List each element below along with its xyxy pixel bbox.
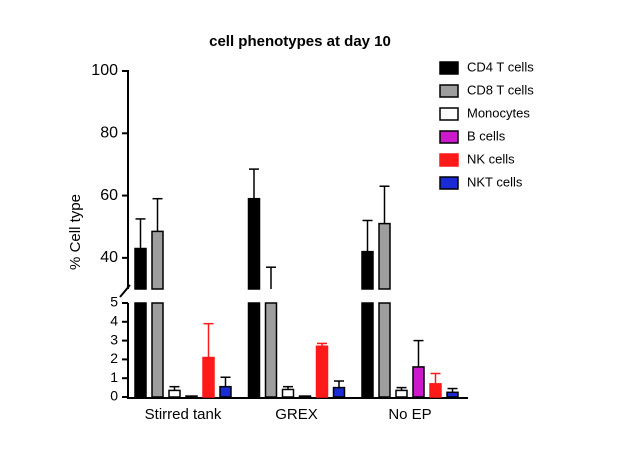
bar: [298, 395, 312, 398]
error-bar: [413, 339, 424, 367]
bar: [219, 385, 232, 398]
y-tick-label: 100: [91, 62, 118, 79]
bar: [134, 247, 147, 290]
legend-swatch: [439, 130, 459, 144]
bar: [247, 197, 261, 290]
y-tick-label: 80: [100, 125, 118, 142]
x-tick-label: Stirred tank: [145, 406, 222, 423]
axis-break: [119, 284, 131, 298]
error-bar: [220, 376, 231, 387]
bar: [151, 302, 164, 398]
y-tick-label: 2: [110, 350, 118, 366]
bar: [378, 222, 391, 290]
bar: [281, 388, 295, 398]
legend-label: Monocytes: [467, 105, 530, 120]
bar: [361, 302, 374, 398]
bar: [361, 250, 374, 290]
bar: [134, 302, 147, 398]
y-tick-label: 3: [110, 331, 118, 347]
error-bar: [135, 218, 146, 249]
legend-swatch: [439, 84, 459, 98]
legend-swatch: [439, 61, 459, 75]
legend-label: CD8 T cells: [467, 82, 534, 97]
error-bar: [249, 168, 259, 199]
bar: [185, 395, 198, 398]
y-tick-label: 5: [110, 294, 118, 310]
y-tick-label: 4: [110, 313, 118, 329]
legend-label: CD4 T cells: [467, 59, 534, 74]
error-bar: [266, 266, 276, 289]
bar: [429, 383, 442, 398]
legend-swatch: [439, 153, 459, 167]
bar: [332, 386, 346, 398]
y-tick-label: 60: [100, 187, 118, 204]
x-tick-label: No EP: [388, 406, 431, 423]
y-tick-label: 40: [100, 249, 118, 266]
bar: [202, 356, 215, 398]
error-bar: [334, 380, 344, 388]
bar: [247, 302, 261, 398]
error-bar: [152, 197, 163, 232]
legend-label: NK cells: [467, 151, 515, 166]
bar: [315, 345, 329, 398]
y-tick-label: 1: [110, 369, 118, 385]
bar: [395, 389, 408, 398]
error-bar: [362, 219, 373, 252]
bar: [168, 389, 181, 398]
legend-swatch: [439, 176, 459, 190]
chart-title: cell phenotypes at day 10: [209, 33, 391, 50]
bar: [446, 391, 459, 398]
bar: [378, 302, 391, 398]
x-tick-label: GREX: [275, 406, 318, 423]
error-bar: [203, 322, 214, 358]
error-bar: [430, 372, 441, 384]
y-tick-label: 0: [110, 388, 118, 404]
legend-swatch: [439, 107, 459, 121]
y-axis-label: % Cell type: [67, 194, 84, 270]
legend-label: B cells: [467, 128, 506, 143]
legend-label: NKT cells: [467, 174, 523, 189]
bar: [412, 366, 425, 398]
bar: [151, 230, 164, 290]
bar: [264, 302, 278, 398]
error-bar: [379, 185, 390, 224]
